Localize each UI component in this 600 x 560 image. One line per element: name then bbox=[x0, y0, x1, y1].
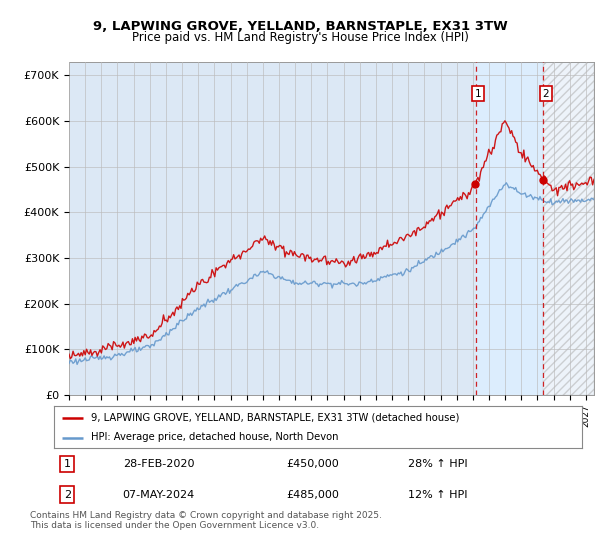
Bar bbox=[543, 62, 594, 395]
Text: 2: 2 bbox=[64, 490, 71, 500]
Text: 07-MAY-2024: 07-MAY-2024 bbox=[122, 490, 195, 500]
Bar bbox=[476, 62, 543, 395]
Text: Contains HM Land Registry data © Crown copyright and database right 2025.
This d: Contains HM Land Registry data © Crown c… bbox=[30, 511, 382, 530]
Text: 9, LAPWING GROVE, YELLAND, BARNSTAPLE, EX31 3TW: 9, LAPWING GROVE, YELLAND, BARNSTAPLE, E… bbox=[92, 20, 508, 32]
Text: 28-FEB-2020: 28-FEB-2020 bbox=[122, 459, 194, 469]
Text: £450,000: £450,000 bbox=[286, 459, 339, 469]
Text: 9, LAPWING GROVE, YELLAND, BARNSTAPLE, EX31 3TW (detached house): 9, LAPWING GROVE, YELLAND, BARNSTAPLE, E… bbox=[91, 413, 460, 423]
Text: Price paid vs. HM Land Registry's House Price Index (HPI): Price paid vs. HM Land Registry's House … bbox=[131, 31, 469, 44]
Text: 1: 1 bbox=[475, 88, 481, 99]
Text: £485,000: £485,000 bbox=[286, 490, 339, 500]
Text: HPI: Average price, detached house, North Devon: HPI: Average price, detached house, Nort… bbox=[91, 432, 338, 442]
Text: 1: 1 bbox=[64, 459, 71, 469]
Text: 2: 2 bbox=[542, 88, 549, 99]
Text: 12% ↑ HPI: 12% ↑ HPI bbox=[408, 490, 467, 500]
Text: 28% ↑ HPI: 28% ↑ HPI bbox=[408, 459, 467, 469]
